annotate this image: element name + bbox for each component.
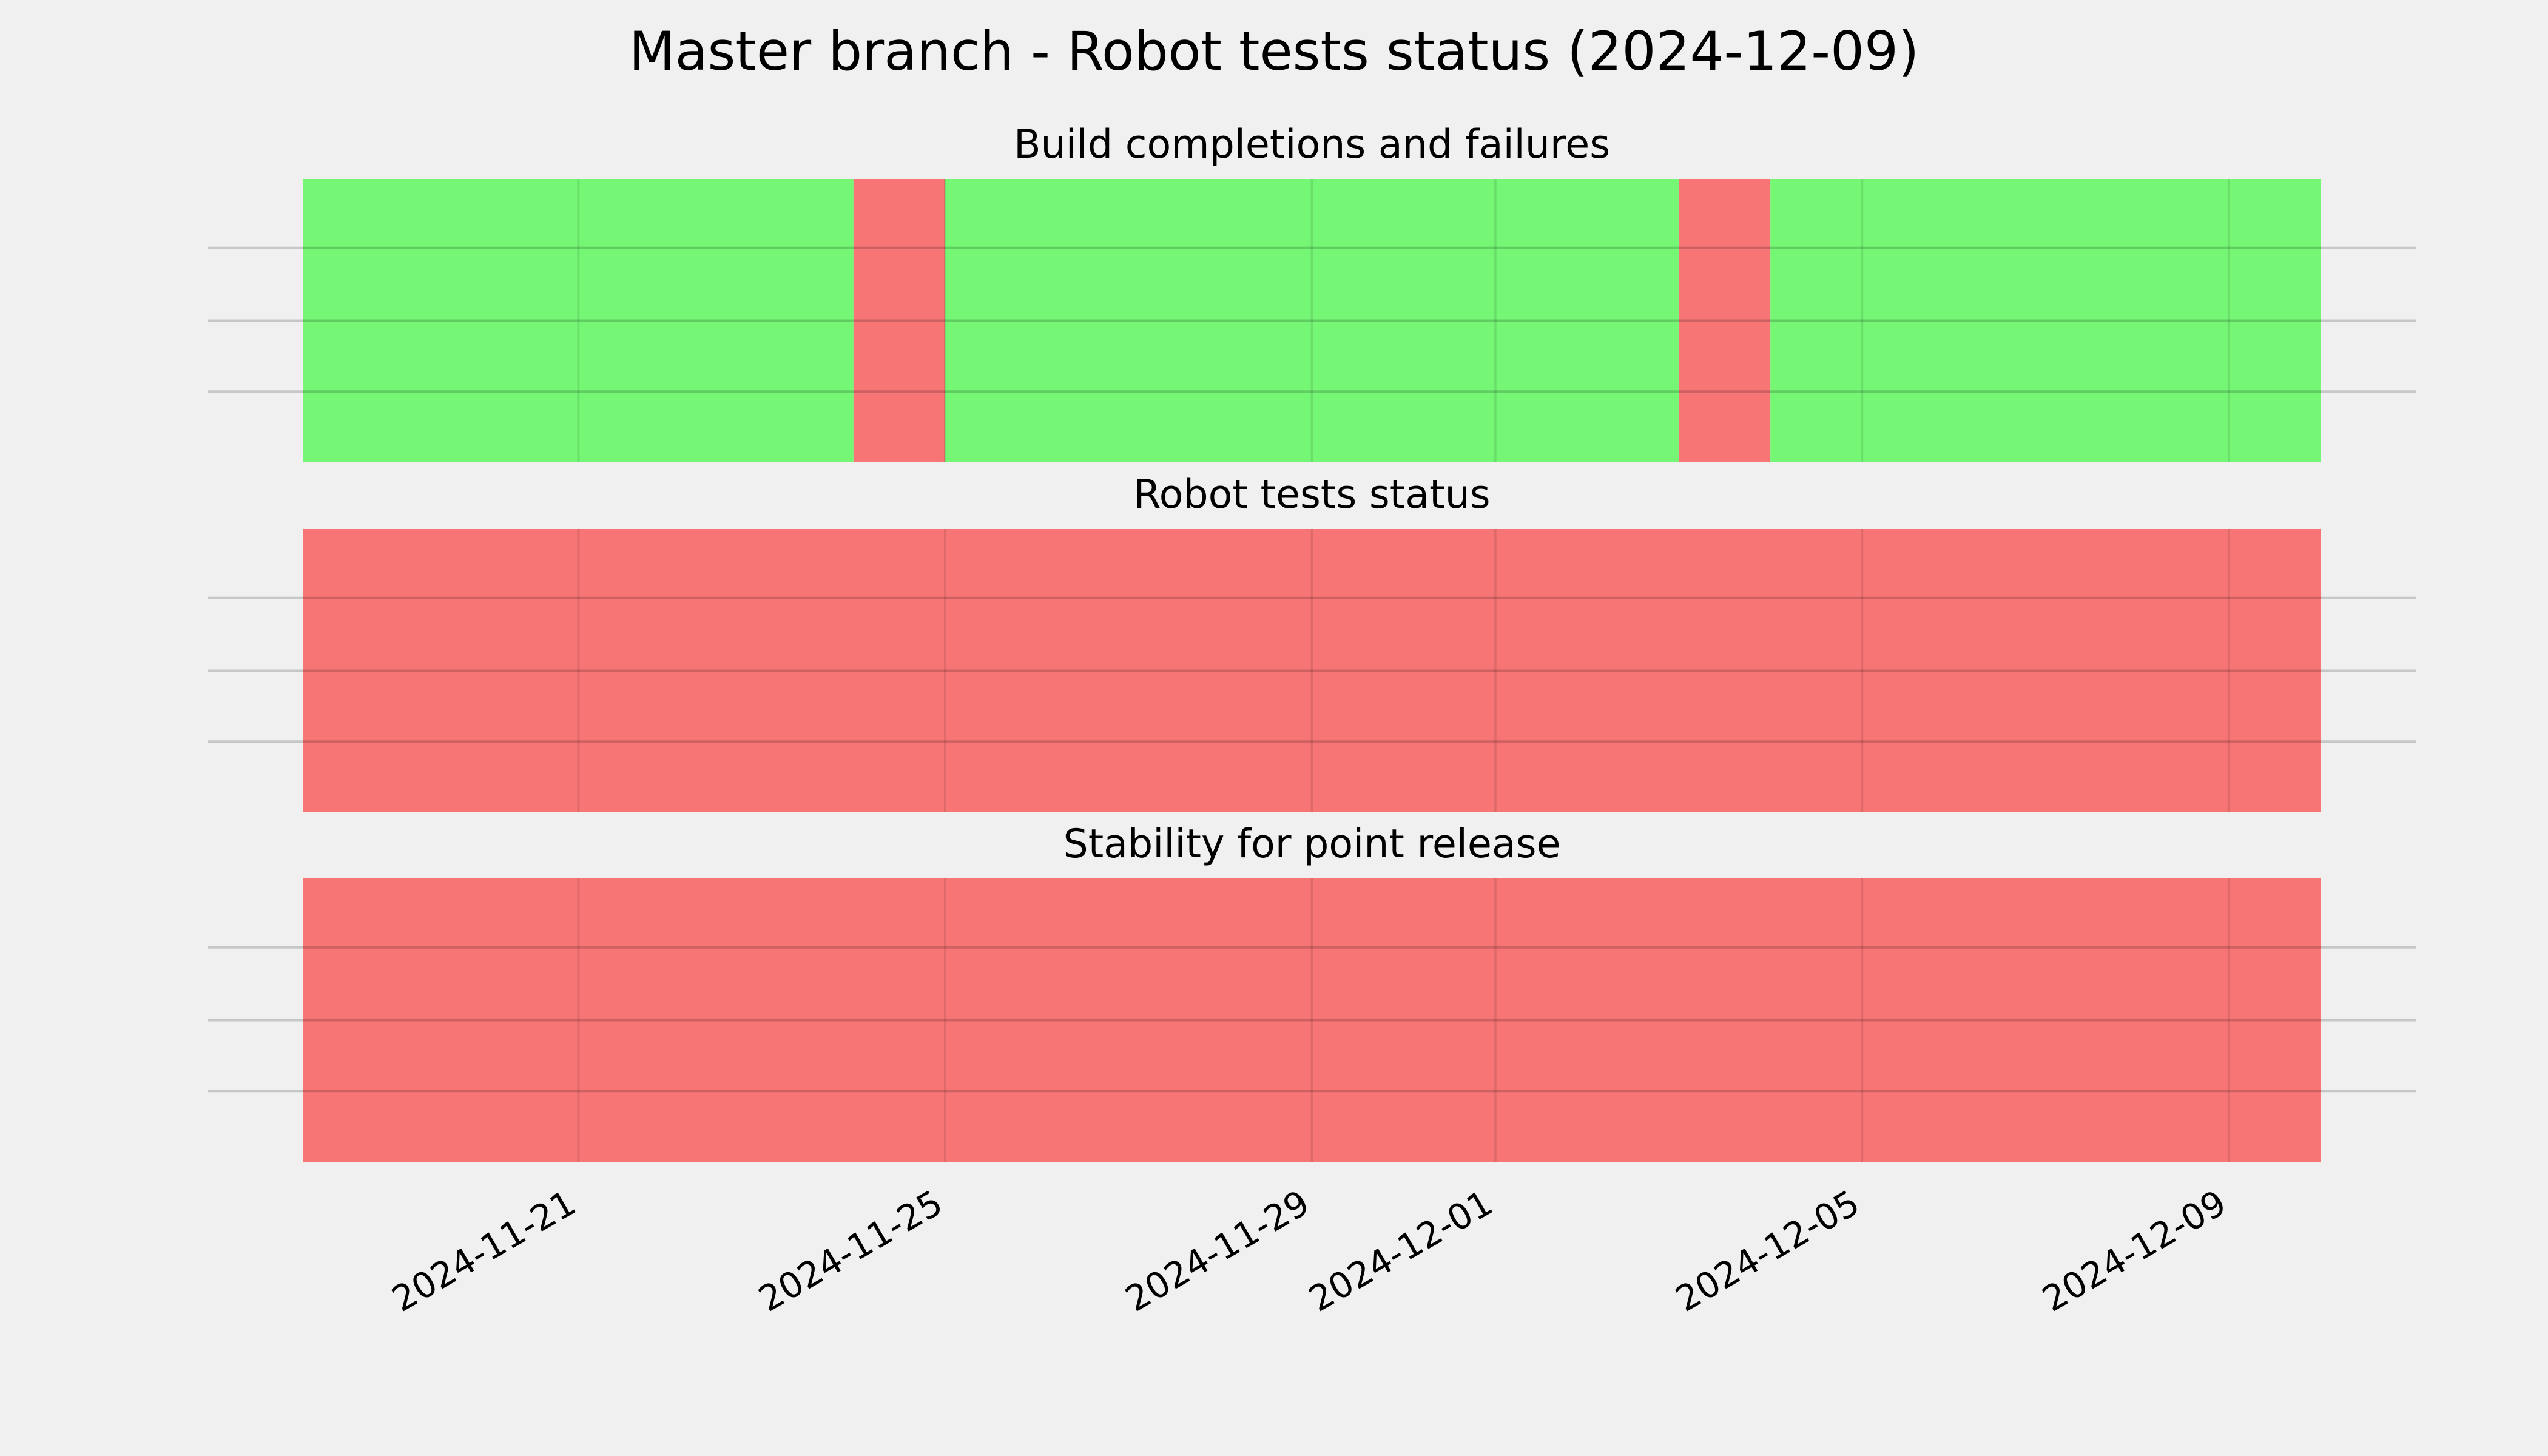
x-axis-ticks: 2024-11-21 2024-11-25 2024-11-292024-12-01… [385, 1182, 2233, 1320]
chart-title: Master branch - Robot tests status (2024… [629, 20, 1919, 83]
x-tick-label: 2024-11-25 [752, 1182, 949, 1320]
status-segment-pass [1770, 179, 2320, 462]
panel-title: Robot tests status [1133, 472, 1490, 517]
status-segment-fail [303, 529, 2320, 812]
status-segment-pass [945, 179, 1679, 462]
status-segment-fail [303, 878, 2320, 1162]
status-segment-fail [1679, 179, 1771, 462]
panel-1: Build completions and failures [208, 122, 2416, 462]
x-tick-label: 2024-12-01 [1302, 1182, 1500, 1320]
panel-3: Stability for point release [208, 821, 2416, 1162]
panels: Build completions and failures Robot test… [208, 122, 2416, 1162]
x-tick-label: 2024-11-21 [385, 1182, 582, 1320]
panel-title: Build completions and failures [1014, 122, 1610, 167]
status-segment-fail [853, 179, 945, 462]
x-tick-label: 2024-12-09 [2035, 1182, 2233, 1320]
x-tick-label: 2024-12-05 [1668, 1182, 1866, 1320]
panel-2: Robot tests status [208, 472, 2416, 812]
x-tick-label: 2024-11-29 [1119, 1182, 1316, 1320]
status-segment-pass [303, 179, 854, 462]
panel-title: Stability for point release [1063, 821, 1560, 867]
